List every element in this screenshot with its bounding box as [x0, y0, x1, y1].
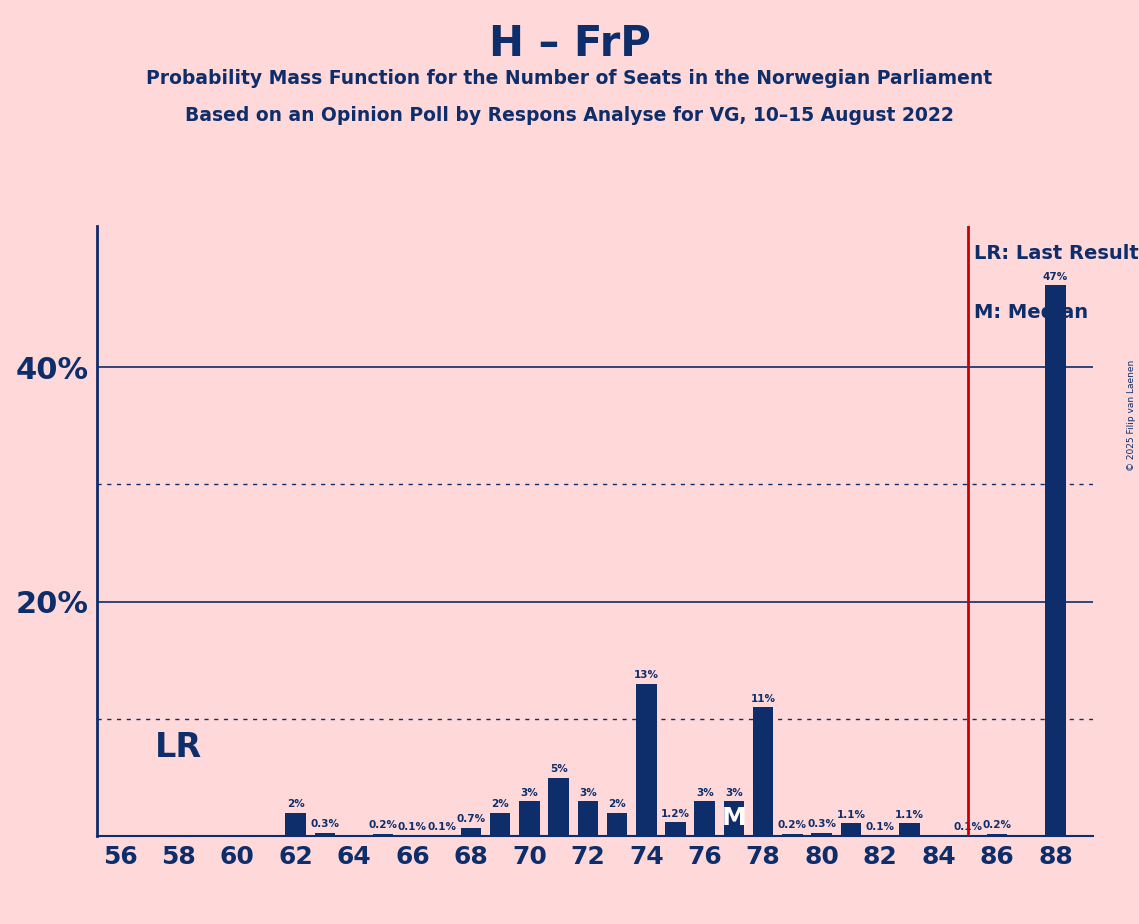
Text: 2%: 2% — [608, 799, 626, 809]
Bar — [899, 823, 919, 836]
Text: Probability Mass Function for the Number of Seats in the Norwegian Parliament: Probability Mass Function for the Number… — [147, 69, 992, 89]
Text: 0.2%: 0.2% — [778, 821, 806, 831]
Text: 0.7%: 0.7% — [457, 814, 485, 824]
Bar — [519, 801, 540, 836]
Text: 13%: 13% — [633, 670, 658, 680]
Text: 3%: 3% — [521, 787, 539, 797]
Bar — [432, 835, 452, 836]
Bar — [665, 822, 686, 836]
Text: 5%: 5% — [550, 764, 567, 774]
Bar — [782, 833, 803, 836]
Text: 0.2%: 0.2% — [369, 821, 398, 831]
Bar — [1046, 285, 1066, 836]
Text: 1.2%: 1.2% — [661, 808, 690, 819]
Text: 3%: 3% — [696, 787, 714, 797]
Bar — [286, 813, 305, 836]
Bar — [811, 833, 831, 836]
Bar — [695, 801, 715, 836]
Bar — [958, 835, 978, 836]
Text: 47%: 47% — [1043, 272, 1068, 282]
Text: 1.1%: 1.1% — [836, 809, 866, 820]
Bar — [753, 707, 773, 836]
Bar — [460, 828, 481, 836]
Text: 0.3%: 0.3% — [808, 820, 836, 829]
Text: 2%: 2% — [491, 799, 509, 809]
Text: 0.1%: 0.1% — [953, 821, 982, 832]
Bar — [314, 833, 335, 836]
Text: M: M — [722, 807, 746, 831]
Text: H – FrP: H – FrP — [489, 23, 650, 65]
Text: 11%: 11% — [751, 694, 776, 704]
Bar — [490, 813, 510, 836]
Bar — [372, 833, 393, 836]
Text: 0.1%: 0.1% — [866, 821, 894, 832]
Bar — [607, 813, 628, 836]
Bar — [402, 835, 423, 836]
Text: 3%: 3% — [726, 787, 743, 797]
Text: 1.1%: 1.1% — [895, 809, 924, 820]
Text: 3%: 3% — [579, 787, 597, 797]
Bar — [723, 801, 744, 836]
Bar — [636, 684, 656, 836]
Text: LR: LR — [155, 731, 203, 763]
Bar — [841, 823, 861, 836]
Text: © 2025 Filip van Laenen: © 2025 Filip van Laenen — [1126, 360, 1136, 471]
Text: 2%: 2% — [287, 799, 304, 809]
Bar — [548, 778, 568, 836]
Bar — [870, 835, 891, 836]
Text: M: Median: M: Median — [974, 303, 1088, 322]
Text: 0.3%: 0.3% — [310, 820, 339, 829]
Text: LR: Last Result: LR: Last Result — [974, 244, 1138, 263]
Text: 0.1%: 0.1% — [427, 821, 457, 832]
Text: Based on an Opinion Poll by Respons Analyse for VG, 10–15 August 2022: Based on an Opinion Poll by Respons Anal… — [185, 106, 954, 126]
Text: 0.2%: 0.2% — [983, 821, 1011, 831]
Bar — [986, 833, 1007, 836]
Bar — [577, 801, 598, 836]
Text: 0.1%: 0.1% — [398, 821, 427, 832]
